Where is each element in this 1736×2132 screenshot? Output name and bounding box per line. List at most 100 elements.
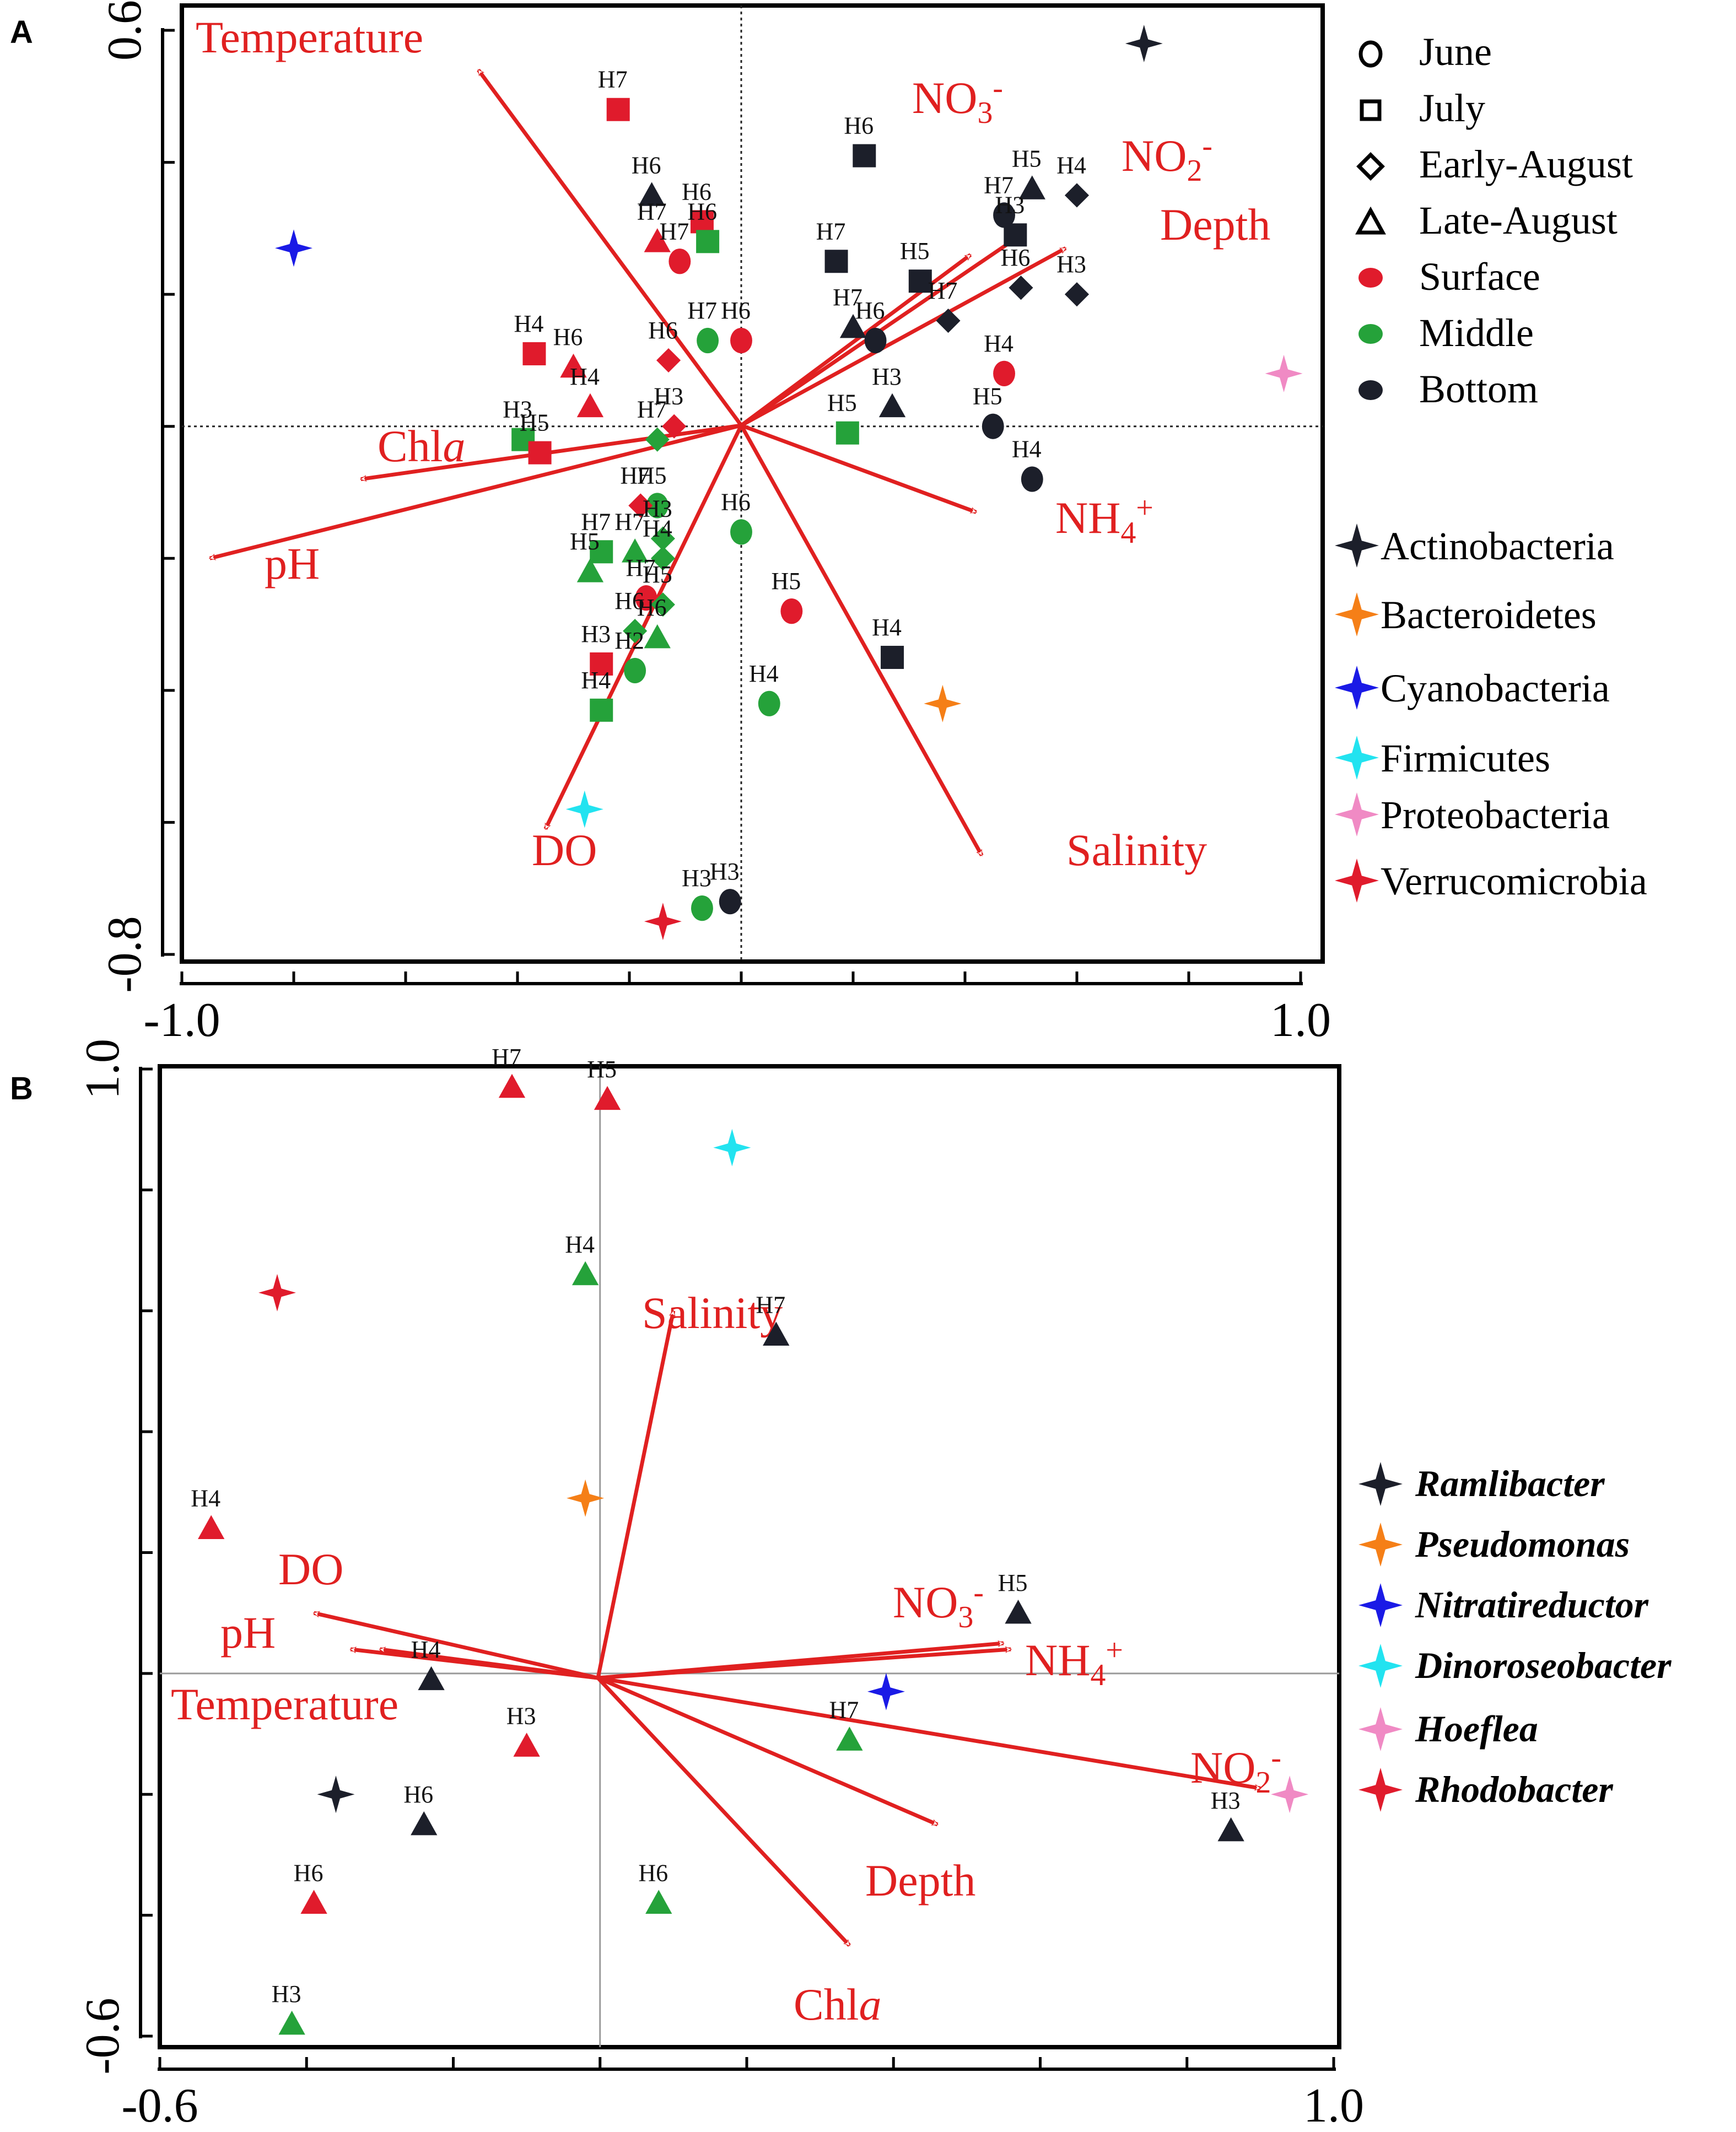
- sample-label: H3: [682, 865, 711, 892]
- sample-label: H7: [492, 1044, 521, 1071]
- sample-marker: [411, 1811, 438, 1836]
- sample-label: H5: [643, 561, 672, 588]
- legend-star-rhodobacter: [1358, 1768, 1403, 1812]
- sample-marker: [839, 314, 867, 338]
- sample-label: H7: [829, 1697, 859, 1724]
- sample-marker: [624, 657, 646, 684]
- sample-label: H4: [1056, 152, 1086, 179]
- panel-a: A -1.0 1.0 0.6 -0.8 Temperature NO3- NO2- Dept…: [10, 0, 1647, 1047]
- species-points-b: [258, 1129, 1309, 1813]
- sample-label: H5: [998, 1569, 1028, 1596]
- arrow-do: [543, 424, 743, 830]
- panel-label-a: A: [10, 14, 33, 50]
- sample-label: H4: [191, 1485, 220, 1512]
- sample-marker: [763, 1321, 790, 1346]
- legend-label-proteobacteria: Proteobacteria: [1381, 793, 1610, 837]
- sample-marker: [993, 202, 1016, 228]
- sample-label: H6: [403, 1781, 433, 1808]
- sample-marker: [300, 1890, 327, 1914]
- sample-label: H3: [581, 620, 611, 647]
- sample-label: H6: [1001, 244, 1031, 271]
- sample-marker: [697, 327, 719, 354]
- legend-label-early-august: Early-August: [1419, 142, 1633, 186]
- sample-marker: [662, 414, 687, 439]
- legend-a: June July Early-August Late-August Surface Mi…: [1335, 30, 1647, 903]
- legend-label-bottom: Bottom: [1419, 367, 1538, 411]
- legend-marker-july: [1360, 99, 1382, 121]
- sample-label: H6: [844, 112, 874, 139]
- plot-frame-b: [158, 1064, 1341, 2049]
- species-point-proteobacteria: [1265, 354, 1303, 392]
- sample-marker: [498, 1073, 526, 1098]
- sample-label: H5: [1012, 145, 1042, 172]
- sample-marker: [881, 645, 904, 669]
- y-tick-label-min: -0.6: [76, 1998, 130, 2074]
- legend-label-hoeflea: Hoeflea: [1415, 1708, 1538, 1750]
- sample-label: H3: [654, 383, 683, 410]
- sample-label: H4: [411, 1636, 441, 1663]
- sample-marker: [522, 342, 546, 365]
- legend-label-pseudomonas: Pseudomonas: [1415, 1523, 1630, 1565]
- y-tick-label-max: 0.6: [98, 0, 152, 61]
- sample-label: H3: [995, 191, 1025, 218]
- sample-label: H4: [581, 667, 611, 694]
- species-point-ramlibacter: [317, 1775, 355, 1813]
- sample-marker: [690, 210, 714, 234]
- sample-marker: [1005, 1600, 1032, 1624]
- legend-marker-surface: [1358, 268, 1383, 288]
- y-tick-label-max: 1.0: [76, 1039, 130, 1099]
- sample-marker: [590, 698, 613, 722]
- sample-marker: [418, 1666, 445, 1691]
- y-tick-label-min: -0.8: [98, 916, 152, 992]
- sample-marker: [1009, 276, 1033, 300]
- sample-label: H6: [632, 152, 661, 179]
- sample-marker: [590, 652, 613, 676]
- sample-label: H4: [872, 614, 902, 641]
- sample-label: H4: [565, 1231, 595, 1258]
- sample-marker: [638, 182, 665, 206]
- sample-label: H6: [648, 317, 678, 344]
- legend-star-ramlibacter: [1358, 1462, 1403, 1506]
- sample-marker: [864, 327, 887, 354]
- sample-marker: [656, 348, 681, 373]
- species-point-nitratireductor: [867, 1672, 905, 1710]
- sample-marker: [835, 421, 859, 445]
- legend-label-nitratireductor: Nitratireductor: [1415, 1584, 1649, 1626]
- sample-marker: [650, 592, 675, 617]
- sample-label: H5: [637, 462, 667, 489]
- sample-label: H4: [749, 660, 779, 687]
- sample-marker: [650, 546, 675, 571]
- sample-marker: [645, 1890, 672, 1914]
- arrow-salinity: [739, 424, 984, 857]
- sample-marker: [528, 441, 552, 465]
- legend-star-pseudomonas: [1358, 1523, 1403, 1567]
- sample-label: H3: [272, 1980, 301, 2007]
- sample-label: H7: [614, 508, 644, 535]
- sample-label: H7: [833, 284, 862, 311]
- sample-marker: [668, 249, 691, 274]
- arrow-label-do: DO: [278, 1544, 343, 1594]
- sample-marker: [560, 353, 587, 378]
- sample-label: H6: [553, 323, 583, 350]
- sample-marker: [936, 309, 961, 333]
- legend-label-cyanobacteria: Cyanobacteria: [1381, 666, 1610, 710]
- sample-label: H4: [570, 363, 600, 390]
- arrow-no2: [597, 1676, 1261, 1791]
- sample-marker: [576, 558, 604, 582]
- sample-marker: [730, 519, 752, 545]
- legend-label-ramlibacter: Ramlibacter: [1415, 1462, 1605, 1504]
- legend-label-dinoroseobacter: Dinoroseobacter: [1415, 1644, 1672, 1686]
- environmental-arrows-a: Temperature NO3- NO2- Depth Chla pH NH4+ DO Sali…: [196, 12, 1270, 875]
- sample-marker: [646, 493, 668, 519]
- sample-label: H6: [614, 587, 644, 614]
- sample-marker: [1021, 466, 1043, 492]
- legend-marker-middle: [1358, 324, 1383, 344]
- legend-star-dinoroseobacter: [1358, 1644, 1403, 1688]
- sample-label: H7: [816, 218, 846, 245]
- x-tick-label-max: 1.0: [1303, 2079, 1364, 2132]
- species-point-firmicutes: [565, 790, 603, 828]
- species-point-cyanobacteria: [275, 229, 312, 267]
- arrow-label-no3: NO3-: [912, 71, 1003, 130]
